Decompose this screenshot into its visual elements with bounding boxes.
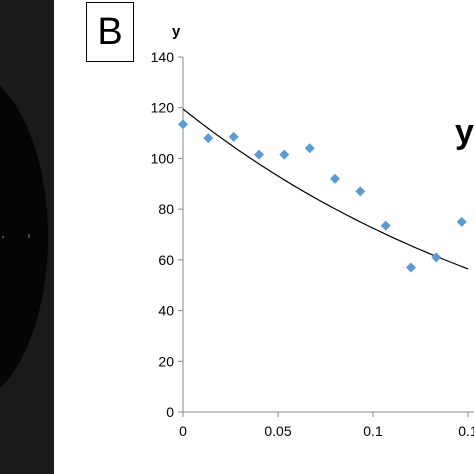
y-tick-label: 80 — [158, 201, 174, 217]
trendline-equation: y — [455, 113, 474, 151]
data-point — [380, 220, 391, 231]
x-tick-label: 0.05 — [264, 423, 291, 439]
data-points — [178, 119, 467, 273]
x-tick-label: 0.1 — [458, 423, 474, 439]
tick-labels: 0 20 40 60 80 100 120 140 0 0.05 0.1 0.1 y y — [151, 23, 474, 439]
x-tick-label: 0.1 — [363, 423, 383, 439]
data-point — [254, 149, 264, 160]
y-tick-label: 40 — [158, 303, 174, 319]
trendline-group — [182, 108, 469, 270]
trendline — [182, 108, 469, 270]
y-tick-label: 60 — [158, 252, 174, 268]
y-tick-label: 100 — [151, 150, 175, 166]
data-point — [279, 149, 290, 160]
y-axis-title: y — [172, 23, 181, 40]
x-tick-label: 0 — [179, 423, 187, 439]
data-point — [456, 216, 467, 227]
data-point — [355, 186, 366, 197]
chart-axes — [178, 56, 474, 417]
data-point — [330, 173, 340, 184]
data-point — [228, 131, 239, 142]
data-point — [304, 143, 315, 154]
y-tick-label: 120 — [151, 100, 175, 116]
y-tick-label: 20 — [158, 353, 174, 369]
dark-disc — [0, 85, 48, 389]
data-point — [406, 262, 416, 273]
data-point — [178, 119, 188, 130]
y-tick-label: 0 — [166, 404, 174, 420]
data-point — [431, 252, 442, 263]
panel-label: B — [86, 2, 134, 62]
microscopy-image-fragment — [0, 0, 54, 474]
y-tick-label: 140 — [151, 49, 175, 65]
data-point — [203, 133, 214, 144]
